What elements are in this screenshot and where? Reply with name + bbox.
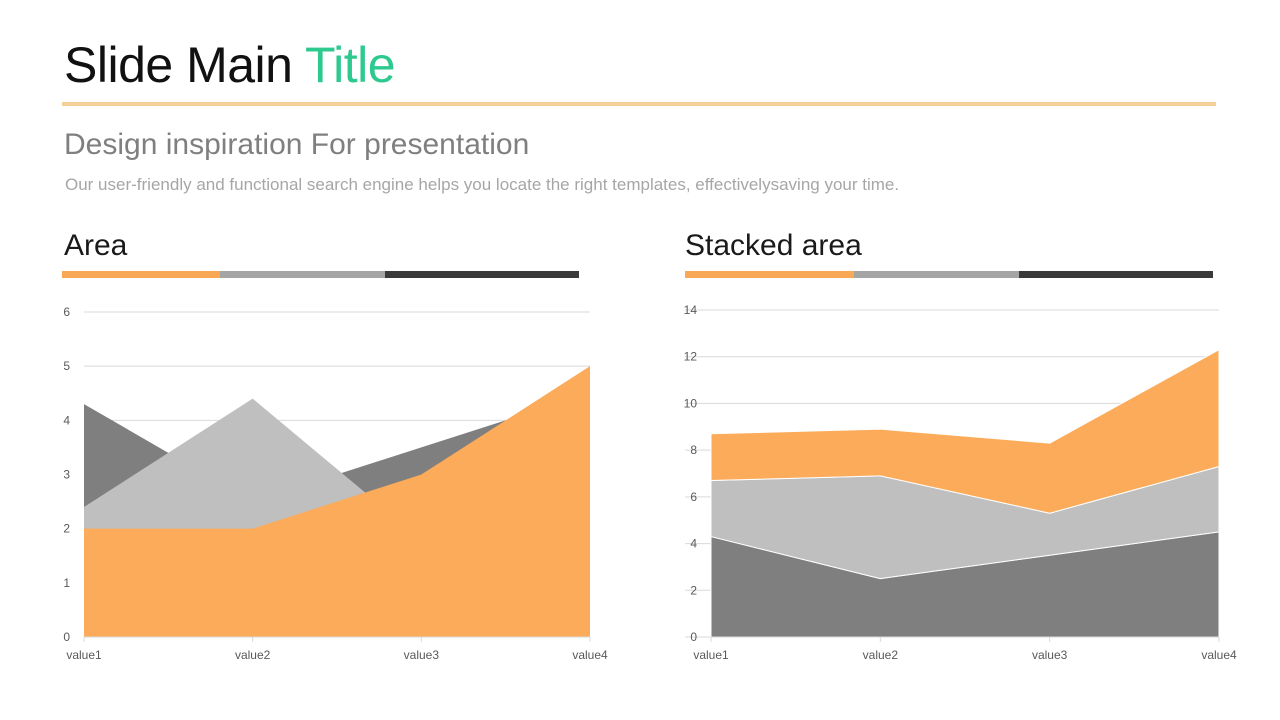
y-tick-label: 8 — [690, 443, 697, 457]
area-series-3 — [84, 366, 590, 637]
color-bar-dark — [385, 271, 579, 278]
y-tick-label: 6 — [63, 305, 70, 319]
y-tick-label: 4 — [63, 413, 70, 427]
y-tick-label: 0 — [690, 630, 697, 644]
slide-title: Slide Main Title — [64, 36, 396, 94]
slide-subtitle: Design inspiration For presentation — [64, 128, 530, 161]
x-tick-label: value1 — [693, 648, 729, 662]
x-tick-label: value3 — [1032, 648, 1068, 662]
y-tick-label: 1 — [63, 576, 70, 590]
stacked-area-chart: 0 2 4 6 8 10 12 14 value1 value2 value3 value4 — [684, 303, 1237, 662]
title-underline — [62, 102, 1216, 106]
color-bar-orange — [685, 271, 854, 278]
stacked-area-chart-title: Stacked area — [685, 229, 862, 262]
color-bar-dark — [1019, 271, 1213, 278]
y-tick-label: 10 — [684, 396, 698, 410]
y-tick-label: 14 — [684, 303, 698, 317]
slide-title-accent: Title — [304, 37, 396, 93]
area-chart-color-bar — [62, 271, 579, 278]
area-series-3 — [710, 349, 1220, 514]
color-bar-orange — [62, 271, 220, 278]
x-tick-label: value4 — [572, 648, 608, 662]
color-bar-gray — [854, 271, 1019, 278]
x-tick-label: value3 — [404, 648, 440, 662]
x-tick-label: value4 — [1201, 648, 1237, 662]
y-tick-label: 0 — [63, 630, 70, 644]
y-tick-label: 2 — [690, 583, 697, 597]
slide-title-main: Slide Main — [64, 37, 305, 93]
y-tick-label: 3 — [63, 468, 70, 482]
y-tick-label: 12 — [684, 350, 698, 364]
x-tick-label: value2 — [863, 648, 899, 662]
y-tick-label: 6 — [690, 490, 697, 504]
area-chart: 0 1 2 3 4 5 6 value1 value2 value3 value4 — [63, 305, 608, 662]
x-tick-label: value1 — [66, 648, 102, 662]
y-tick-label: 4 — [690, 537, 697, 551]
x-tick-label: value2 — [235, 648, 271, 662]
color-bar-gray — [220, 271, 385, 278]
y-tick-label: 2 — [63, 522, 70, 536]
slide-description: Our user-friendly and functional search … — [65, 175, 900, 194]
y-tick-label: 5 — [63, 359, 70, 373]
area-chart-title: Area — [64, 229, 128, 262]
stacked-area-chart-color-bar — [685, 271, 1213, 278]
